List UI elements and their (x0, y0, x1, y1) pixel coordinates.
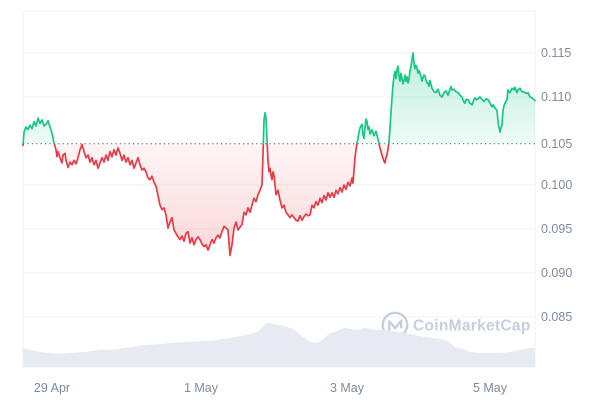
volume-area-path (23, 323, 535, 367)
price-line-down (22, 143, 390, 257)
watermark-text: CoinMarketCap (413, 318, 531, 335)
x-axis-labels: 29 Apr 1 May 3 May 5 May (34, 381, 508, 395)
y-axis-label: 0.100 (541, 178, 572, 192)
x-axis-label: 5 May (473, 381, 508, 395)
area-fill-up (23, 53, 535, 144)
y-axis-label: 0.105 (541, 137, 572, 151)
volume-area (23, 323, 535, 367)
x-axis-label: 3 May (330, 381, 365, 395)
y-axis-label: 0.110 (541, 90, 571, 104)
x-axis-label: 1 May (184, 381, 219, 395)
price-line (22, 52, 536, 257)
y-axis-label: 0.090 (541, 266, 572, 280)
y-axis-label: 0.085 (541, 310, 572, 324)
y-axis-label: 0.115 (541, 46, 571, 60)
x-axis-label: 29 Apr (34, 381, 70, 395)
y-axis-labels: 0.115 0.110 0.105 0.100 0.095 0.090 0.085 (541, 46, 572, 324)
price-line-up (22, 52, 536, 144)
area-fill-down (23, 143, 389, 256)
y-axis-label: 0.095 (541, 222, 572, 236)
